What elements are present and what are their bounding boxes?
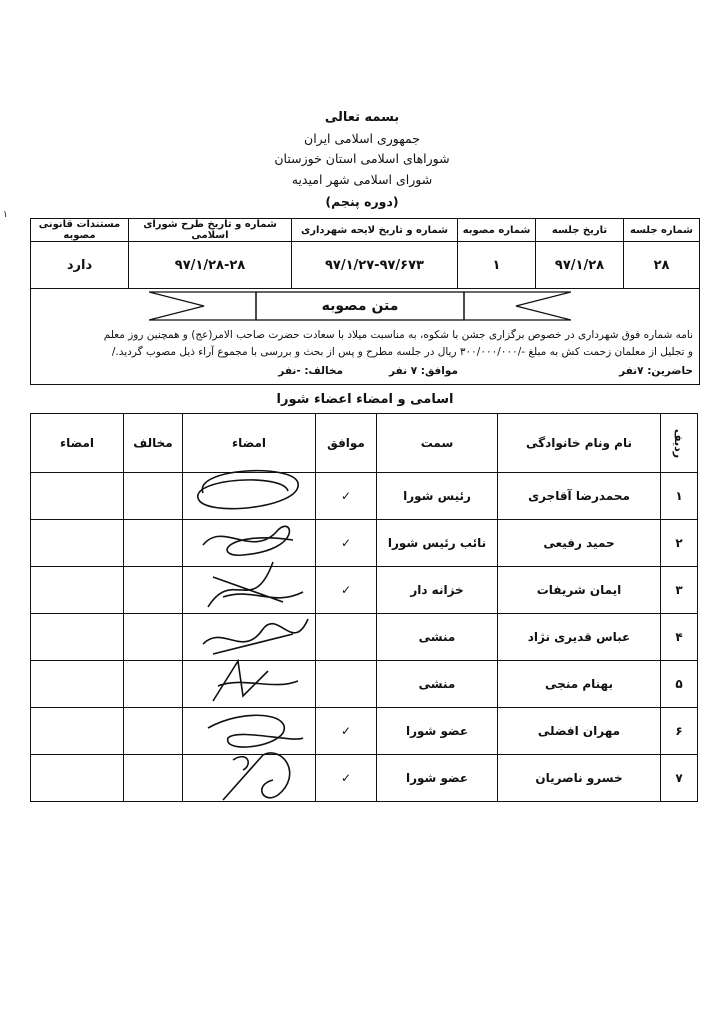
signature-agree <box>182 752 316 802</box>
title-banner <box>149 291 571 321</box>
page-body-flow: متن مصوبه نامه شماره فوق شهرداری در خصوص… <box>30 285 700 802</box>
row-number: ۱ <box>660 472 698 520</box>
oppose-mark <box>123 566 183 614</box>
table-row: ۶ مهران افضلی عضو شورا ✓ <box>30 707 698 755</box>
col-session-date: تاریخ جلسه <box>535 218 624 242</box>
oppose-mark <box>123 519 183 567</box>
vote-counts: حاضرین: ۷نفر موافق: ۷ نفر مخالف: -نفر <box>37 363 693 380</box>
oppose-mark <box>123 472 183 520</box>
member-position: رئیس شورا <box>376 472 498 520</box>
signature-agree <box>182 469 316 520</box>
table-row: ۵ بهنام منجی منشی <box>30 658 698 708</box>
present-count: حاضرین: ۷نفر <box>619 365 693 377</box>
session-date: ۹۷/۱/۲۸ <box>535 241 624 289</box>
member-name: حمید رفیعی <box>497 519 661 567</box>
table-header-row: شماره جلسه تاریخ جلسه شماره مصوبه شماره … <box>30 218 700 242</box>
table-row: ۷ خسرو ناصریان عضو شورا ✓ <box>30 752 698 802</box>
col-full-name: نام ونام خانوادگی <box>497 413 661 473</box>
member-position: منشی <box>376 660 498 708</box>
signature-oppose <box>30 613 124 661</box>
member-position: عضو شورا <box>376 754 498 802</box>
row-number: ۲ <box>660 519 698 567</box>
table-header-row: ردیف نام ونام خانوادگی سمت موافق امضاء م… <box>30 413 698 473</box>
col-legal-basis: مستندات قانونی مصوبه <box>30 218 129 242</box>
oppose-mark <box>123 707 183 755</box>
agree-mark <box>315 660 377 708</box>
signature-agree <box>182 519 316 567</box>
member-name: مهران افضلی <box>497 707 661 755</box>
agree-mark <box>315 613 377 661</box>
municipal-bill: ۹۷/۱/۲۷-۹۷/۶۷۳ <box>291 241 458 289</box>
city-council-line: شورای اسلامی شهر امیدیه <box>291 172 433 187</box>
row-number: ۶ <box>660 707 698 755</box>
col-municipal-bill: شماره و تاریخ لایحه شهرداری <box>291 218 458 242</box>
members-table: ردیف نام ونام خانوادگی سمت موافق امضاء م… <box>30 413 698 802</box>
member-name: محمدرضا آقاجری <box>497 472 661 520</box>
members-title: اسامی و امضاء اعضاء شورا <box>276 392 454 407</box>
col-row-number: ردیف <box>660 413 698 473</box>
col-council-plan: شماره و تاریخ طرح شورای اسلامی <box>128 218 292 242</box>
country-line: جمهوری اسلامی ایران <box>304 131 420 146</box>
signature-agree <box>182 613 316 661</box>
table-row: ۴ عباس قدیری نژاد منشی <box>30 613 698 661</box>
signature-agree <box>182 658 316 708</box>
agree-mark: ✓ <box>315 519 377 567</box>
table-row: ۱ محمدرضا آقاجری رئیس شورا ✓ <box>30 469 698 520</box>
signature-agree <box>182 561 316 614</box>
member-position: عضو شورا <box>376 707 498 755</box>
signature-oppose <box>30 519 124 567</box>
resolution-title: متن مصوبه <box>321 298 399 314</box>
member-name: بهنام منجی <box>497 660 661 708</box>
agree-mark: ✓ <box>315 472 377 520</box>
margin-mark: ۱ <box>3 210 8 220</box>
member-name: عباس قدیری نژاد <box>497 613 661 661</box>
col-agree: موافق <box>315 413 377 473</box>
table-row: ۳ ایمان شریفات خزانه دار ✓ <box>30 561 698 614</box>
oppose-mark <box>123 613 183 661</box>
resolution-info-table: شماره جلسه تاریخ جلسه شماره مصوبه شماره … <box>30 218 700 289</box>
agree-mark: ✓ <box>315 707 377 755</box>
agree-mark: ✓ <box>315 566 377 614</box>
col-signature-agree: امضاء <box>182 413 316 473</box>
legal-basis: دارد <box>30 241 129 289</box>
row-number: ۷ <box>660 754 698 802</box>
signature-oppose <box>30 754 124 802</box>
signature-oppose <box>30 472 124 520</box>
signature-oppose <box>30 707 124 755</box>
agree-mark: ✓ <box>315 754 377 802</box>
member-name: ایمان شریفات <box>497 566 661 614</box>
province-council-line: شوراهای اسلامی استان خوزستان <box>274 151 450 166</box>
resolution-number: ۱ <box>457 241 536 289</box>
title-banner-wrap: متن مصوبه <box>149 291 571 321</box>
signature-oppose <box>30 660 124 708</box>
term-label: (دوره پنجم) <box>325 194 399 209</box>
member-name: خسرو ناصریان <box>497 754 661 802</box>
council-plan: ۹۷/۱/۲۸-۲۸ <box>128 241 292 289</box>
agree-count: موافق: ۷ نفر <box>389 365 458 377</box>
table-row: ۲۸ ۹۷/۱/۲۸ ۱ ۹۷/۱/۲۷-۹۷/۶۷۳ ۹۷/۱/۲۸-۲۸ د… <box>30 241 700 289</box>
resolution-text-line-2: و تجلیل از معلمان زحمت کش به مبلغ -/۳۰۰/… <box>111 346 693 358</box>
row-number: ۳ <box>660 566 698 614</box>
col-oppose: مخالف <box>123 413 183 473</box>
col-signature-oppose: امضاء <box>30 413 124 473</box>
col-session-number: شماره جلسه <box>623 218 700 242</box>
invocation: بسمه تعالی <box>324 110 400 125</box>
col-resolution-number: شماره مصوبه <box>457 218 536 242</box>
session-number: ۲۸ <box>623 241 700 289</box>
signature-oppose <box>30 566 124 614</box>
resolution-text-box: متن مصوبه نامه شماره فوق شهرداری در خصوص… <box>30 285 700 385</box>
member-position: نائب رئیس شورا <box>376 519 498 567</box>
oppose-mark <box>123 754 183 802</box>
member-position: منشی <box>376 613 498 661</box>
oppose-count: مخالف: -نفر <box>278 365 343 377</box>
oppose-mark <box>123 660 183 708</box>
row-number: ۴ <box>660 613 698 661</box>
col-position: سمت <box>376 413 498 473</box>
signature-agree <box>182 707 316 755</box>
resolution-text-line-1: نامه شماره فوق شهرداری در خصوص برگزاری ج… <box>103 329 693 341</box>
table-row: ۲ حمید رفیعی نائب رئیس شورا ✓ <box>30 519 698 567</box>
signature-scribble <box>222 752 291 801</box>
member-position: خزانه دار <box>376 566 498 614</box>
row-number: ۵ <box>660 660 698 708</box>
